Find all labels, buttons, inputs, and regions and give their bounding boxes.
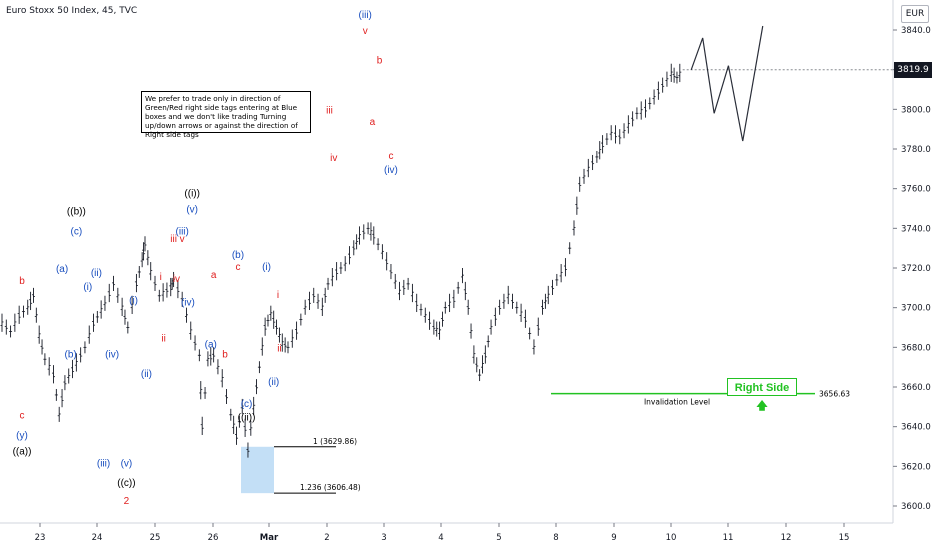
x-tick-label: 2 [324, 533, 329, 543]
x-tick-label: 15 [839, 533, 850, 543]
y-tick-label: 3700.0 [901, 304, 931, 314]
wave-label: (c) [71, 226, 83, 237]
wave-label: ((i)) [184, 189, 200, 200]
x-tick-label: 26 [208, 533, 219, 543]
wave-label: (b) [232, 250, 244, 261]
x-tick-label: 5 [496, 533, 501, 543]
wave-label: b [377, 56, 383, 67]
wave-label: ((b)) [67, 206, 86, 217]
projection-path [690, 25, 764, 142]
wave-label: ii [277, 343, 281, 354]
arrow-up-icon: 🡅 [756, 400, 768, 412]
y-tick-label: 3600.0 [901, 502, 931, 512]
wave-label: 2 [124, 496, 130, 507]
wave-label: a [211, 270, 217, 281]
wave-label: (y) [16, 431, 28, 442]
x-tick-label: 25 [150, 533, 161, 543]
x-tick-label: 8 [553, 533, 558, 543]
fib-label: 1.236 (3606.48) [300, 483, 361, 492]
chart-title: Euro Stoxx 50 Index, 45, TVC [6, 6, 138, 16]
x-tick-label: 4 [438, 533, 443, 543]
wave-label: (v) [121, 458, 133, 469]
fib-label: 1 (3629.86) [313, 437, 357, 446]
wave-label: (iv) [181, 298, 195, 309]
y-tick-label: 3800.0 [901, 105, 931, 115]
wave-label: (iii) [176, 226, 189, 237]
wave-label: (ii) [268, 377, 279, 388]
wave-label: (iv) [105, 349, 119, 360]
x-tick-label: 11 [723, 533, 734, 543]
y-tick-label: 3620.0 [901, 462, 931, 472]
y-tick-label: 3660.0 [901, 383, 931, 393]
x-tick-label: 24 [92, 533, 103, 543]
y-tick-label: 3780.0 [901, 145, 931, 155]
last-price-tag: 3819.9 [894, 62, 932, 78]
invalidation-value: 3656.63 [819, 390, 850, 399]
wave-label: ((ii)) [238, 413, 256, 424]
wave-label: (iii) [97, 458, 110, 469]
wave-label: (iii) [359, 10, 372, 21]
x-tick-label: Mar [260, 533, 279, 543]
wave-label: c [235, 262, 240, 273]
wave-label: (a) [205, 339, 217, 350]
trading-note: We prefer to trade only in direction of … [141, 91, 311, 139]
wave-label: (ii) [141, 369, 152, 380]
invalidation-label: Invalidation Level [644, 398, 710, 407]
y-tick-label: 3680.0 [901, 343, 931, 353]
wave-label: (iv) [384, 165, 398, 176]
right-side-label: Right Side [734, 382, 790, 394]
x-tick-label: 3 [381, 533, 386, 543]
wave-label: v [180, 234, 185, 245]
y-tick-label: 3720.0 [901, 264, 931, 274]
y-tick-label: 3840.0 [901, 26, 931, 36]
x-tick-label: 12 [781, 533, 792, 543]
wave-label: c [388, 151, 393, 162]
y-tick-label: 3740.0 [901, 224, 931, 234]
wave-label: (i) [262, 262, 271, 273]
wave-label: v [363, 26, 368, 37]
wave-label: iii [170, 234, 177, 245]
y-tick-label: 3760.0 [901, 185, 931, 195]
wave-label: (i) [83, 282, 92, 293]
wave-label: iii [326, 105, 333, 116]
wave-label: ((c)) [117, 478, 135, 489]
right-side-tag: Right Side 🡅 [727, 378, 797, 412]
wave-label: c [20, 411, 25, 422]
wave-label: (i) [129, 296, 138, 307]
blue-box-zone [241, 446, 274, 494]
wave-label: ((a)) [13, 446, 32, 457]
wave-label: (a) [56, 264, 68, 275]
x-tick-label: 9 [611, 533, 616, 543]
wave-label: i [277, 290, 279, 301]
wave-label: iv [173, 274, 180, 285]
wave-label: b [222, 349, 228, 360]
x-tick-label: 10 [666, 533, 677, 543]
currency-button[interactable]: EUR [901, 5, 929, 23]
wave-label: (v) [186, 204, 198, 215]
wave-label: ii [161, 333, 165, 344]
wave-label: i [160, 272, 162, 283]
x-tick-label: 23 [35, 533, 46, 543]
wave-label: (ii) [91, 268, 102, 279]
y-tick-label: 3640.0 [901, 423, 931, 433]
wave-label: b [19, 276, 25, 287]
wave-label: a [370, 117, 376, 128]
wave-label: (b) [65, 349, 77, 360]
wave-label: iv [330, 153, 337, 164]
wave-label: (c) [241, 399, 253, 410]
